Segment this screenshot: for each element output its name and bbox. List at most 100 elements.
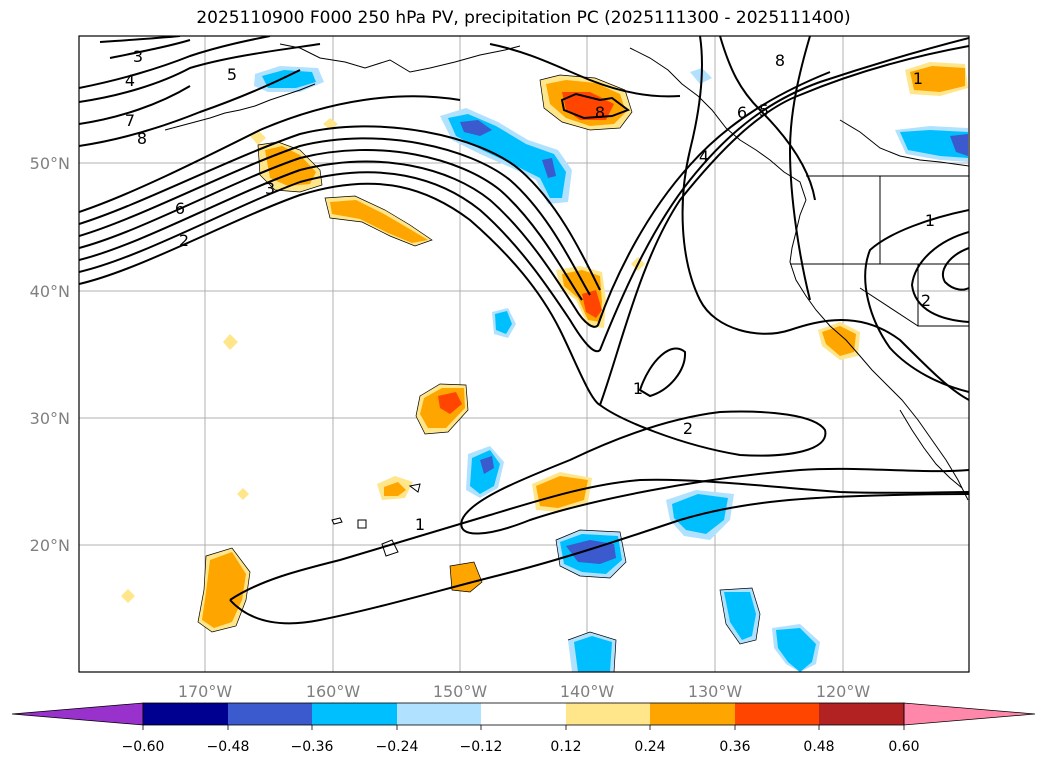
pv-contour xyxy=(229,478,969,601)
colorbar-segment xyxy=(397,703,481,725)
lat-label: 50°N xyxy=(30,154,70,173)
contour-label: 4 xyxy=(125,71,135,90)
precip-positive-area xyxy=(536,476,588,508)
colorbar-tick-label: −0.12 xyxy=(460,739,503,755)
precip-positive-area xyxy=(237,488,249,500)
colorbar-tick-label: −0.24 xyxy=(376,739,419,755)
lon-label: 150°W xyxy=(433,682,488,701)
pv-contour xyxy=(109,39,191,59)
panhandle-coast xyxy=(629,47,807,201)
contour-label: 5 xyxy=(227,65,237,84)
lat-label: 40°N xyxy=(30,282,70,301)
latitude-labels: 50°N 40°N 30°N 20°N xyxy=(30,154,70,555)
precip-positive-area xyxy=(450,562,482,592)
colorbar-segment xyxy=(143,703,228,725)
colorbar-segment xyxy=(735,703,819,725)
colorbar-ticks xyxy=(142,725,905,730)
pv-contour xyxy=(79,43,321,103)
contour-label: 7 xyxy=(125,111,135,130)
pv-contours xyxy=(79,36,969,625)
contour-label: 1 xyxy=(415,515,425,534)
pv-contour xyxy=(460,404,969,535)
precip-negative-area xyxy=(776,628,816,672)
contour-label: 6 xyxy=(175,199,185,218)
us-west-coast xyxy=(789,199,969,501)
contour-label: 8 xyxy=(775,51,785,70)
lat-label: 30°N xyxy=(30,409,70,428)
contour-label: 5 xyxy=(759,101,769,120)
pv-contour xyxy=(79,36,271,89)
precip-positive-area xyxy=(384,482,406,496)
precip-positive-area xyxy=(582,290,602,318)
precip-negative-area xyxy=(262,70,316,88)
pv-contour xyxy=(79,45,969,407)
precip-negative-area xyxy=(495,311,512,334)
colorbar-tick-label: 0.36 xyxy=(719,739,750,755)
precip-negative-area xyxy=(724,592,756,640)
precip-positive-area xyxy=(265,146,316,186)
colorbar-segment xyxy=(228,703,312,725)
pv-contour xyxy=(638,347,687,398)
precip-positive-area xyxy=(223,334,238,350)
colorbar-segment xyxy=(819,703,904,725)
precip-negative-area xyxy=(574,636,612,672)
coastlines xyxy=(164,43,969,557)
colorbar-segment xyxy=(650,703,735,725)
plot-frame xyxy=(78,35,970,673)
contour-label: 1 xyxy=(633,379,643,398)
colorbar-frame xyxy=(142,702,905,726)
contour-label: 6 xyxy=(737,103,747,122)
colorbar-tick-label: 0.24 xyxy=(634,739,665,755)
colorbar-tick-label: −0.60 xyxy=(122,739,165,755)
contour-label: 8 xyxy=(137,129,147,148)
pv-contour xyxy=(229,493,969,625)
alaska-coast xyxy=(279,43,521,73)
contour-label: 3 xyxy=(265,179,275,198)
precip-negative-area xyxy=(460,120,492,136)
colorbar-tick-label: 0.12 xyxy=(550,739,581,755)
lon-label: 130°W xyxy=(688,682,743,701)
longitude-labels: 170°W 160°W 150°W 140°W 130°W 120°W xyxy=(178,682,871,701)
pv-contour xyxy=(681,36,969,401)
state-border xyxy=(859,287,919,327)
baja-coast xyxy=(899,409,963,489)
contour-label: 1 xyxy=(913,69,923,88)
contour-label: 3 xyxy=(133,47,143,66)
colorbar-segment xyxy=(312,703,397,725)
precip-positive-area xyxy=(121,589,135,603)
bc-coast xyxy=(839,119,969,167)
pv-contour xyxy=(79,37,969,353)
pv-contour-labels: 3 4 5 7 8 6 2 3 8 1 4 5 6 8 1 2 1 2 1 xyxy=(125,47,935,534)
pv-contour xyxy=(79,69,301,147)
map-title: 2025110900 F000 250 hPa PV, precipitatio… xyxy=(196,8,851,28)
pv-contour xyxy=(489,43,681,98)
pv-contour xyxy=(910,231,969,323)
precip-positive-area xyxy=(330,200,428,243)
precip-positive-area xyxy=(323,118,338,130)
precip-negative-area xyxy=(950,134,968,156)
contour-label: 2 xyxy=(921,291,931,310)
colorbar-tick-label: −0.36 xyxy=(291,739,334,755)
colorbar-segment xyxy=(481,703,566,725)
lat-label: 20°N xyxy=(30,536,70,555)
colorbar-segment xyxy=(566,703,650,725)
colorbar-extend-max xyxy=(903,702,1036,726)
pv-contour xyxy=(79,85,191,125)
aleutian-islands xyxy=(164,83,316,131)
precip-outlines xyxy=(197,74,761,672)
pv-contour xyxy=(79,137,591,296)
precip-positive-area xyxy=(910,66,965,92)
precip-negative-area xyxy=(542,158,556,178)
contour-label: 8 xyxy=(595,103,605,122)
colorbar: −0.60 −0.48 −0.36 −0.24 −0.12 0.12 0.24 … xyxy=(11,702,1036,755)
pv-contour xyxy=(942,247,969,291)
precip-negative-area xyxy=(480,456,494,474)
pv-contour xyxy=(79,71,831,328)
colorbar-tick-label: 0.48 xyxy=(803,739,834,755)
lon-label: 140°W xyxy=(560,682,615,701)
pv-contour xyxy=(719,36,816,201)
hawaii-islands xyxy=(331,483,421,557)
pv-contour xyxy=(79,95,461,213)
lon-label: 120°W xyxy=(816,682,871,701)
